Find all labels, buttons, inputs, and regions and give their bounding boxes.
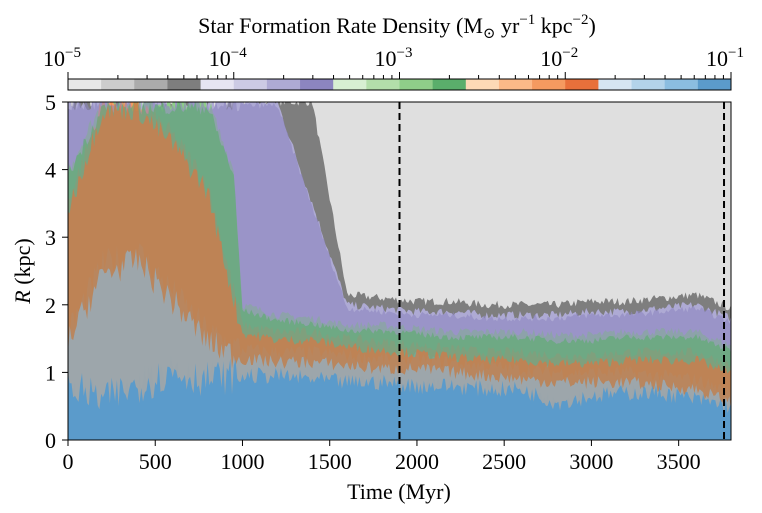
colorbar-segment xyxy=(532,79,566,90)
colorbar-tick-label: 10−3 xyxy=(375,45,413,71)
x-tick-label: 1000 xyxy=(220,449,264,474)
y-tick-label: 1 xyxy=(45,360,56,385)
colorbar xyxy=(67,72,732,91)
colorbar-tick-label: 10−2 xyxy=(540,45,578,71)
plot-frame xyxy=(67,101,732,441)
y-axis-title: R (kpc) xyxy=(10,238,35,304)
colorbar-title: Star Formation Rate Density (M⊙ yr−1 kpc… xyxy=(198,12,596,42)
colorbar-segment xyxy=(598,79,633,90)
colorbar-segment xyxy=(565,79,599,90)
colorbar-tick-label: 10−4 xyxy=(209,45,247,71)
colorbar-segment xyxy=(631,79,666,90)
band-orange-dark xyxy=(68,102,731,440)
colorbar-segment xyxy=(134,79,168,90)
y-tick-label: 2 xyxy=(45,293,56,318)
colorbar-segment xyxy=(399,79,434,90)
x-tick-label: 2000 xyxy=(395,449,439,474)
heatmap-area xyxy=(68,102,731,440)
colorbar-segment xyxy=(432,79,467,90)
x-tick-label: 2500 xyxy=(482,449,526,474)
y-tick-label: 3 xyxy=(45,225,56,250)
colorbar-segment xyxy=(697,79,732,90)
vertical-reference-lines xyxy=(398,102,726,440)
colorbar-segment xyxy=(200,79,235,90)
colorbar-segment xyxy=(68,79,102,90)
y-tick-label: 4 xyxy=(45,158,56,183)
colorbar-segment xyxy=(233,79,268,90)
colorbar-tick-labels: 10−5 10−4 10−3 10−2 10−1 xyxy=(43,45,744,71)
colorbar-segment xyxy=(167,79,202,90)
x-tick-label: 0 xyxy=(63,449,74,474)
y-tick-label: 5 xyxy=(45,90,56,115)
colorbar-segment xyxy=(266,79,301,90)
colorbar-segment xyxy=(498,79,533,90)
x-tick-label: 3000 xyxy=(569,449,613,474)
x-tick-label: 1500 xyxy=(308,449,352,474)
y-tick-label: 0 xyxy=(45,428,56,453)
colorbar-segment xyxy=(333,79,367,90)
x-axis: 0 500 1000 1500 2000 2500 3000 3500 xyxy=(63,440,701,474)
y-axis: 0 1 2 3 4 5 xyxy=(45,90,68,453)
colorbar-segment xyxy=(300,79,334,90)
colorbar-segment xyxy=(465,79,500,90)
colorbar-segment xyxy=(366,79,400,90)
x-axis-title: Time (Myr) xyxy=(347,479,451,504)
colorbar-segment xyxy=(664,79,699,90)
colorbar-tick-label: 10−1 xyxy=(706,45,744,71)
x-tick-label: 500 xyxy=(139,449,172,474)
x-tick-label: 3500 xyxy=(657,449,701,474)
colorbar-segment xyxy=(101,79,135,90)
colorbar-tick-label: 10−5 xyxy=(43,45,81,71)
